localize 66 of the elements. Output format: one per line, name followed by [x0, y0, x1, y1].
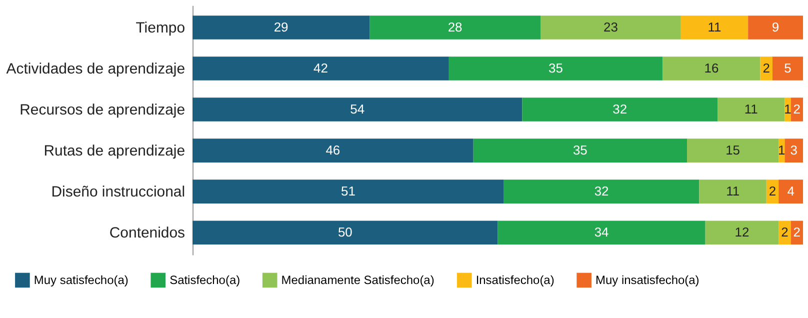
bar — [778, 180, 804, 204]
bar — [522, 98, 718, 122]
data-label: 23 — [603, 19, 618, 34]
bar — [192, 180, 504, 204]
y-tick-label: Tiempo — [136, 19, 186, 36]
data-label: 28 — [448, 19, 462, 34]
bar — [662, 56, 760, 80]
bar — [705, 220, 779, 244]
bar — [778, 220, 791, 244]
data-label: 16 — [704, 60, 719, 76]
bar — [680, 16, 748, 40]
bar — [192, 16, 370, 40]
data-label: 35 — [548, 60, 563, 76]
data-label: 11 — [744, 102, 758, 117]
bar — [192, 56, 449, 80]
data-label: 1 — [784, 102, 792, 117]
legend-label: Muy satisfecho(a) — [34, 273, 128, 288]
bar — [448, 56, 663, 80]
bar — [192, 98, 522, 122]
bar — [498, 220, 706, 244]
legend-label: Satisfecho(a) — [170, 273, 240, 288]
bar — [192, 220, 498, 244]
data-label: 29 — [274, 19, 288, 34]
data-label: 11 — [708, 19, 722, 34]
y-tick-label: Contenidos — [109, 224, 186, 242]
y-tick-label: Recursos de aprendizaje — [20, 102, 186, 119]
data-label: 3 — [790, 142, 798, 158]
y-tick-label: Diseño instruccional — [51, 184, 186, 201]
data-label: 54 — [350, 102, 365, 117]
data-label: 32 — [612, 102, 628, 117]
bar — [784, 138, 804, 162]
data-label: 32 — [594, 184, 609, 199]
bar — [540, 16, 681, 40]
bar — [784, 98, 791, 122]
data-label: 42 — [314, 60, 328, 76]
data-label: 51 — [340, 184, 356, 199]
data-label: 12 — [734, 224, 750, 240]
y-tick-label: Actividades de aprendizaje — [6, 60, 186, 78]
data-label: 46 — [326, 142, 340, 158]
data-label: 5 — [784, 60, 792, 76]
data-label: 2 — [781, 224, 788, 240]
data-label: 9 — [772, 19, 780, 34]
bar — [370, 16, 540, 40]
data-label: 15 — [726, 142, 740, 158]
bar — [748, 16, 804, 40]
bar — [772, 56, 804, 80]
data-label: 2 — [793, 224, 801, 240]
bar — [504, 180, 700, 204]
data-label: 11 — [726, 184, 740, 199]
data-label: 2 — [793, 102, 801, 117]
data-label: 4 — [787, 184, 794, 199]
bar — [699, 180, 766, 204]
data-label: 2 — [768, 184, 776, 199]
bar — [473, 138, 688, 162]
legend-label: Muy insatisfecho(a) — [596, 273, 700, 288]
legend-label: Insatisfecho(a) — [476, 273, 554, 288]
bar — [687, 138, 779, 162]
data-label: 35 — [572, 142, 588, 158]
data-label: 50 — [338, 224, 352, 240]
bar — [192, 138, 474, 162]
bar — [718, 98, 785, 122]
data-label: 2 — [762, 60, 770, 76]
y-tick-label: Rutas de aprendizaje — [44, 142, 186, 160]
data-label: 1 — [778, 142, 786, 158]
legend-label: Medianamente Satisfecho(a) — [281, 273, 434, 288]
data-label: 34 — [594, 224, 609, 240]
